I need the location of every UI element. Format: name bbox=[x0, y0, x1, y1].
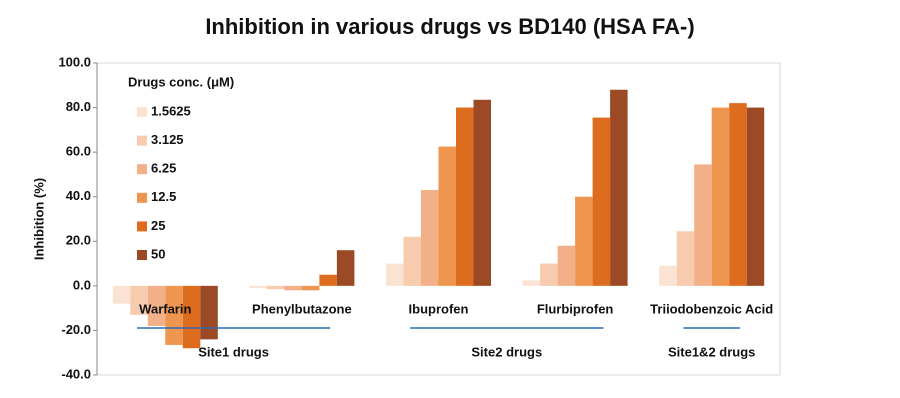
y-tick-label: 100.0 bbox=[58, 54, 91, 69]
bar bbox=[659, 265, 677, 286]
bar bbox=[386, 263, 404, 286]
bar bbox=[694, 164, 712, 286]
bar bbox=[130, 285, 148, 315]
bar bbox=[266, 285, 285, 290]
bar bbox=[729, 103, 747, 286]
bar bbox=[711, 107, 730, 286]
legend-swatch bbox=[137, 135, 147, 146]
legend-label: 6.25 bbox=[151, 161, 176, 176]
bar bbox=[473, 99, 491, 286]
legend-swatch bbox=[137, 250, 147, 260]
chart-title: Inhibition in various drugs vs BD140 (HS… bbox=[205, 14, 694, 39]
y-tick-label: 20.0 bbox=[66, 233, 91, 248]
bar bbox=[456, 107, 474, 286]
bar bbox=[182, 285, 201, 349]
bar bbox=[147, 285, 166, 326]
group-label: Site2 drugs bbox=[471, 344, 542, 359]
bar bbox=[438, 146, 456, 286]
y-tick-label: 40.0 bbox=[66, 188, 91, 203]
legend-swatch bbox=[137, 164, 147, 175]
bar bbox=[522, 280, 541, 286]
y-tick-label: 0.0 bbox=[73, 277, 91, 292]
group-label: Site1 drugs bbox=[198, 344, 269, 359]
bar bbox=[557, 245, 576, 286]
x-tick-label: Warfarin bbox=[139, 301, 191, 316]
legend-swatch bbox=[137, 221, 147, 232]
y-tick-label: -40.0 bbox=[61, 366, 91, 381]
bar bbox=[165, 285, 183, 345]
legend-label: 25 bbox=[151, 218, 165, 233]
bar bbox=[200, 285, 218, 340]
bar bbox=[540, 263, 558, 286]
y-tick-label: 60.0 bbox=[66, 144, 91, 159]
group-label: Site1&2 drugs bbox=[668, 344, 755, 359]
bar bbox=[284, 285, 302, 291]
legend-swatch bbox=[137, 107, 147, 117]
legend-title: Drugs conc. (μM) bbox=[128, 74, 234, 89]
bar bbox=[403, 236, 421, 286]
y-tick-label: -20.0 bbox=[61, 322, 91, 337]
legend-swatch bbox=[137, 192, 147, 203]
bar bbox=[610, 89, 628, 286]
y-axis-label: Inhibition (%) bbox=[31, 178, 46, 260]
legend-label: 50 bbox=[151, 246, 165, 261]
legend-label: 12.5 bbox=[151, 189, 176, 204]
bar bbox=[112, 285, 131, 304]
legend-label: 1.5625 bbox=[151, 103, 191, 118]
x-tick-label: Ibuprofen bbox=[409, 301, 469, 316]
bar bbox=[249, 285, 267, 289]
legend-label: 3.125 bbox=[151, 132, 184, 147]
bar bbox=[592, 117, 611, 286]
bar bbox=[575, 196, 593, 286]
bar bbox=[319, 274, 337, 286]
y-tick-label: 80.0 bbox=[66, 99, 91, 114]
bar bbox=[421, 190, 439, 286]
bar bbox=[676, 231, 695, 286]
x-tick-label: Triiodobenzoic Acid bbox=[650, 301, 773, 316]
x-tick-label: Flurbiprofen bbox=[537, 301, 614, 316]
x-tick-label: Phenylbutazone bbox=[252, 301, 352, 316]
bar bbox=[301, 285, 320, 291]
bar bbox=[746, 107, 765, 286]
bar bbox=[336, 250, 355, 286]
